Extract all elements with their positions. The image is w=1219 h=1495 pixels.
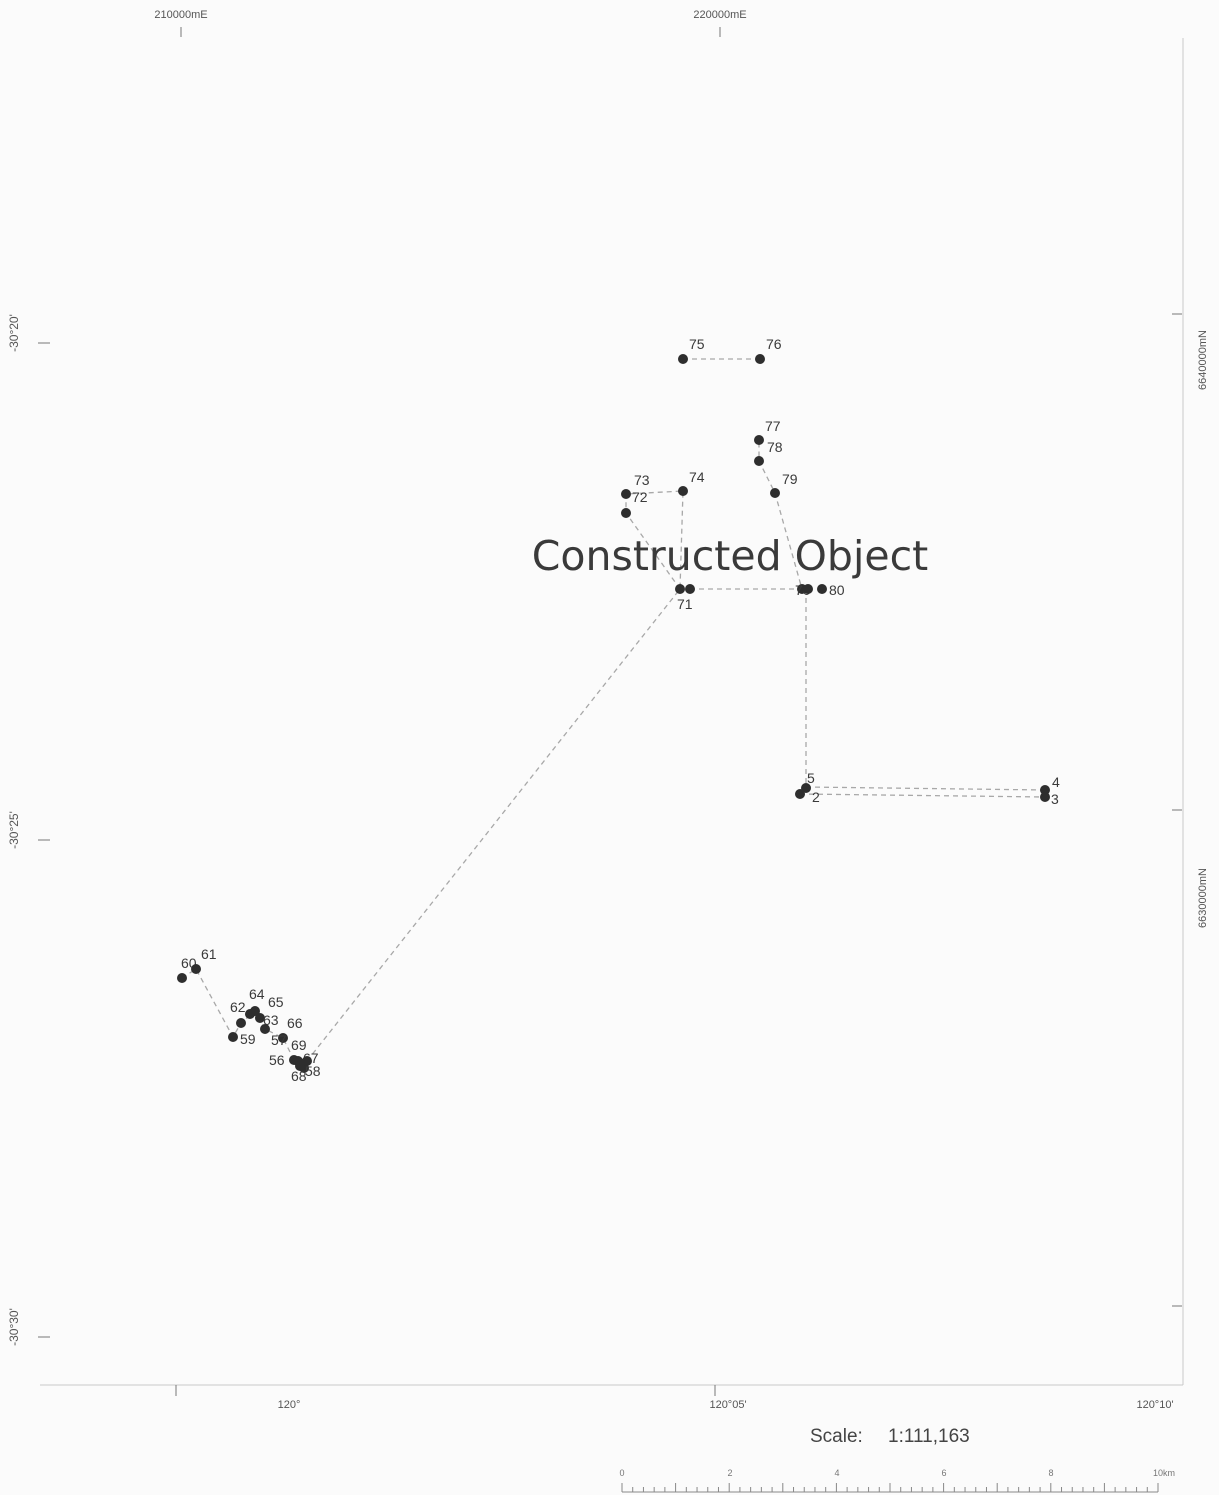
point-label-65: 65 — [268, 994, 284, 1010]
lat-label-30-25: -30°25' — [7, 811, 21, 849]
scale-bar: 0 2 4 6 8 10km — [619, 1468, 1175, 1493]
lon-label-120-05: 120°05' — [709, 1399, 746, 1411]
route-east-2 — [799, 793, 1046, 798]
point-label-75: 75 — [689, 336, 705, 352]
route-east-1 — [805, 786, 1046, 791]
point-label-63: 63 — [263, 1012, 279, 1028]
point-65[interactable] — [260, 1024, 270, 1034]
point-69[interactable] — [302, 1056, 312, 1066]
lon-label-120-10: 120°10' — [1136, 1399, 1173, 1411]
point-label-71: 71 — [677, 596, 693, 612]
scalebar-label-8: 8 — [1048, 1468, 1053, 1478]
point-71b[interactable] — [685, 584, 695, 594]
route-diagonal — [306, 588, 681, 1062]
point-78[interactable] — [754, 456, 764, 466]
scalebar-label-2: 2 — [727, 1468, 732, 1478]
point-label-3: 3 — [1051, 791, 1059, 807]
point-label-5: 5 — [807, 770, 815, 786]
scalebar-label-10km: 10km — [1153, 1468, 1175, 1478]
lat-label-30-30: -30°30' — [7, 1308, 21, 1346]
point-60[interactable] — [177, 973, 187, 983]
route-lines — [181, 358, 1046, 1070]
grid-label-top-210000: 210000mE — [154, 9, 207, 21]
scalebar-label-6: 6 — [941, 1468, 946, 1478]
scalebar-label-4: 4 — [834, 1468, 839, 1478]
point-71[interactable] — [675, 584, 685, 594]
point-label-79: 79 — [782, 471, 798, 487]
point-74[interactable] — [678, 486, 688, 496]
point-66[interactable] — [245, 1009, 255, 1019]
point-5[interactable] — [801, 783, 811, 793]
point-label-72: 72 — [632, 489, 648, 505]
point-label-57: 57 — [271, 1032, 287, 1048]
point-57[interactable] — [278, 1033, 288, 1043]
scale-label: Scale: — [810, 1426, 863, 1447]
point-label-62: 62 — [230, 999, 246, 1015]
grid-label-right-6640000: 6640000mN — [1197, 330, 1209, 390]
lon-label-120: 120° — [278, 1399, 301, 1411]
point-label-4: 4 — [1052, 774, 1060, 790]
point-label-59: 59 — [240, 1031, 256, 1047]
point-80[interactable] — [817, 584, 827, 594]
point-72[interactable] — [621, 508, 631, 518]
point-75[interactable] — [678, 354, 688, 364]
point-76[interactable] — [755, 354, 765, 364]
point-73[interactable] — [621, 489, 631, 499]
point-label-68: 68 — [291, 1068, 307, 1084]
point-59[interactable] — [228, 1032, 238, 1042]
point-79[interactable] — [770, 488, 780, 498]
point-70b[interactable] — [803, 584, 813, 594]
scalebar-ticks — [621, 1483, 1159, 1492]
point-label-56: 56 — [269, 1052, 285, 1068]
map-title: Constructed Object — [532, 532, 928, 580]
scale-value: 1:111,163 — [888, 1426, 970, 1447]
point-label-64: 64 — [249, 986, 265, 1002]
point-62[interactable] — [236, 1018, 246, 1028]
point-label-74: 74 — [689, 469, 705, 485]
point-label-76: 76 — [766, 336, 782, 352]
points-layer: 2 3 4 5 56 57 58 59 60 61 62 63 64 65 66… — [177, 336, 1060, 1084]
point-label-2: 2 — [812, 789, 820, 805]
lat-label-30-20: -30°20' — [7, 314, 21, 352]
point-label-69: 69 — [291, 1037, 307, 1053]
point-label-80: 80 — [829, 582, 845, 598]
point-label-73: 73 — [634, 472, 650, 488]
point-3[interactable] — [1040, 792, 1050, 802]
point-61[interactable] — [191, 964, 201, 974]
point-label-61: 61 — [201, 946, 217, 962]
point-68[interactable] — [295, 1061, 305, 1071]
point-4[interactable] — [1040, 785, 1050, 795]
point-label-78: 78 — [767, 439, 783, 455]
scalebar-label-0: 0 — [619, 1468, 624, 1478]
grid-label-right-6630000: 6630000mN — [1197, 868, 1209, 928]
point-63[interactable] — [255, 1013, 265, 1023]
point-label-66: 66 — [287, 1015, 303, 1031]
route-south — [799, 589, 807, 795]
point-label-58: 58 — [305, 1063, 321, 1079]
point-label-77: 77 — [765, 418, 781, 434]
grid-label-top-220000: 220000mE — [693, 9, 746, 21]
point-77[interactable] — [754, 435, 764, 445]
